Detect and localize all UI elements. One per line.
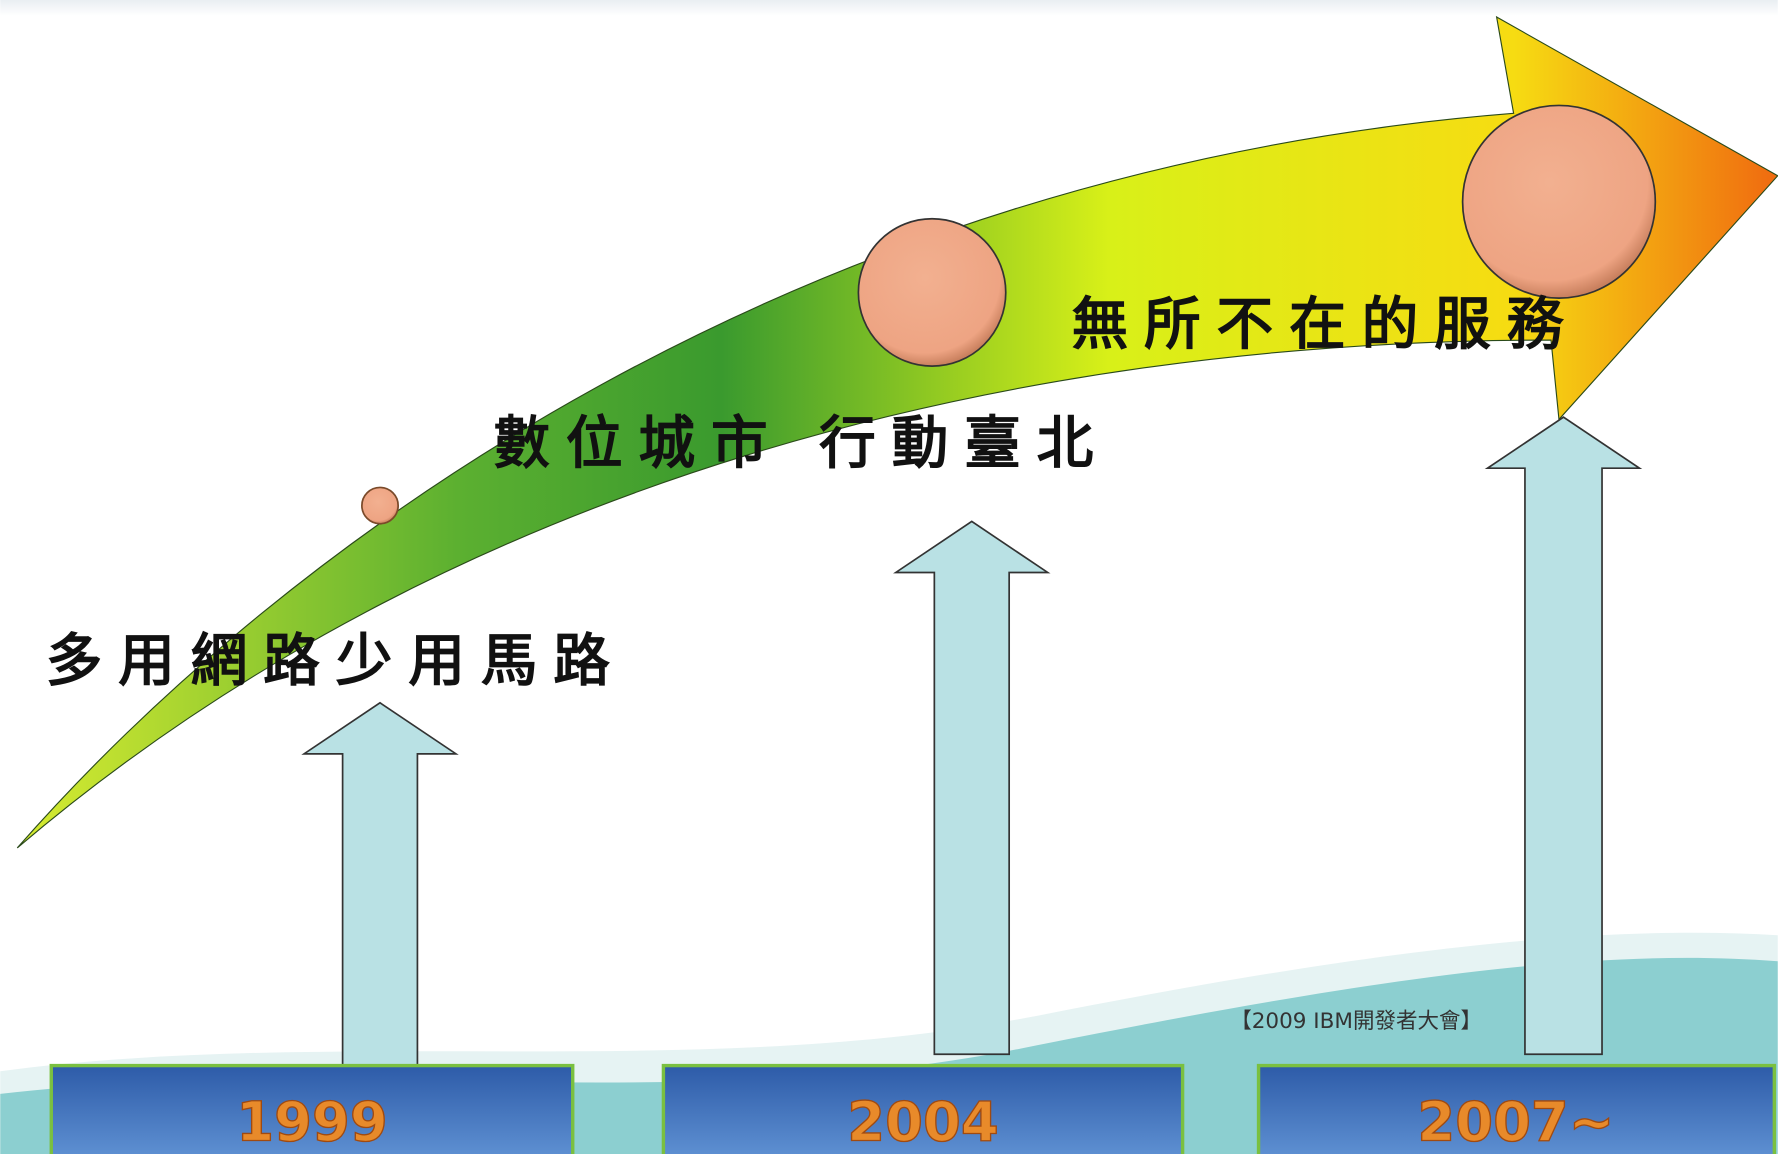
milestone-dot: [361, 486, 400, 525]
year-box: [1256, 1063, 1777, 1154]
year-box: [49, 1063, 575, 1154]
phase-label: 無所不在的服務: [1072, 291, 1580, 357]
phase-label: 多用網路少用馬路: [46, 628, 626, 694]
up-arrow: [893, 520, 1051, 1056]
footer: 【2009 IBM開發者大會】: [1230, 1009, 1482, 1034]
phase-label: 數位城市 行動臺北: [493, 411, 1109, 477]
up-arrow: [1484, 416, 1643, 1056]
year-label: 2004: [847, 1089, 998, 1153]
milestone-dot: [857, 217, 1007, 368]
year-box: [661, 1063, 1185, 1154]
milestone-dot: [1461, 104, 1657, 299]
top-band: [0, 0, 1778, 16]
year-label: 1999: [236, 1089, 387, 1153]
year-label: 2007~: [1417, 1089, 1614, 1153]
up-arrow: [301, 701, 459, 1067]
